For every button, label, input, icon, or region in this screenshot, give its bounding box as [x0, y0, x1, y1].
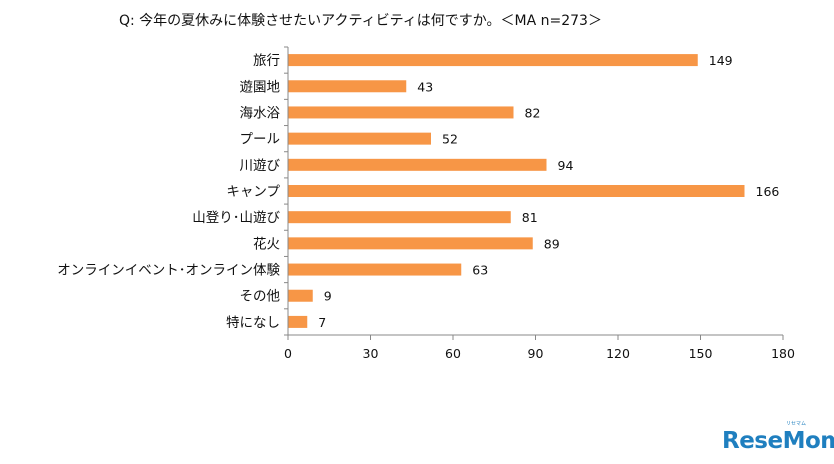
value-label-2: 82	[525, 105, 541, 120]
bar-5	[288, 185, 745, 197]
value-label-8: 63	[472, 263, 488, 278]
chart-title: Q: 今年の夏休みに体験させたいアクティビティは何ですか。＜MA n=273＞	[119, 13, 602, 29]
resemom-logo: ReseMom	[722, 428, 834, 454]
category-label-10: 特になし	[226, 315, 280, 331]
bar-8	[288, 263, 462, 276]
category-label-1: 遊園地	[240, 79, 281, 95]
value-label-0: 149	[709, 53, 733, 68]
category-label-4: 川遊び	[240, 158, 281, 174]
value-label-1: 43	[417, 79, 433, 94]
x-tick-label-5: 150	[689, 346, 713, 361]
value-label-4: 94	[558, 158, 574, 173]
bar-6	[288, 211, 511, 224]
value-label-7: 89	[544, 236, 560, 251]
category-label-3: プール	[240, 132, 281, 148]
bar-10	[288, 315, 308, 328]
category-label-7: 花火	[253, 236, 280, 252]
x-tick-label-0: 0	[284, 346, 292, 361]
resemom-logo-subtext: リセマム	[786, 421, 807, 427]
value-label-10: 7	[318, 315, 326, 330]
value-label-5: 166	[756, 184, 780, 199]
bar-7	[288, 237, 533, 250]
bars-layer: 旅行 149 遊園地 43 海水浴 82 プール 52 川遊び 94 キャンプ 166 山登り･山遊び 8…	[57, 53, 779, 331]
x-tick-label-1: 30	[363, 346, 379, 361]
bar-4	[288, 158, 547, 171]
value-label-6: 81	[522, 210, 538, 225]
axis-layer: 0 30 60 90 120 150 180	[284, 46, 795, 361]
value-label-3: 52	[442, 132, 458, 147]
bar-1	[288, 80, 407, 93]
value-label-9: 9	[324, 289, 332, 304]
bar-0	[288, 54, 698, 67]
category-label-2: 海水浴	[240, 105, 281, 121]
category-label-9: その他	[240, 289, 281, 305]
x-tick-label-2: 60	[445, 346, 461, 361]
x-tick-label-6: 180	[771, 346, 795, 361]
category-label-6: 山登り･山遊び	[192, 210, 280, 226]
bar-9	[288, 289, 313, 302]
category-label-5: キャンプ	[226, 184, 280, 200]
x-tick-label-4: 120	[606, 346, 630, 361]
category-label-8: オンラインイベント･オンライン体験	[57, 263, 280, 279]
category-label-0: 旅行	[253, 53, 280, 69]
x-tick-label-3: 90	[528, 346, 544, 361]
bar-2	[288, 106, 514, 119]
bar-3	[288, 132, 431, 145]
